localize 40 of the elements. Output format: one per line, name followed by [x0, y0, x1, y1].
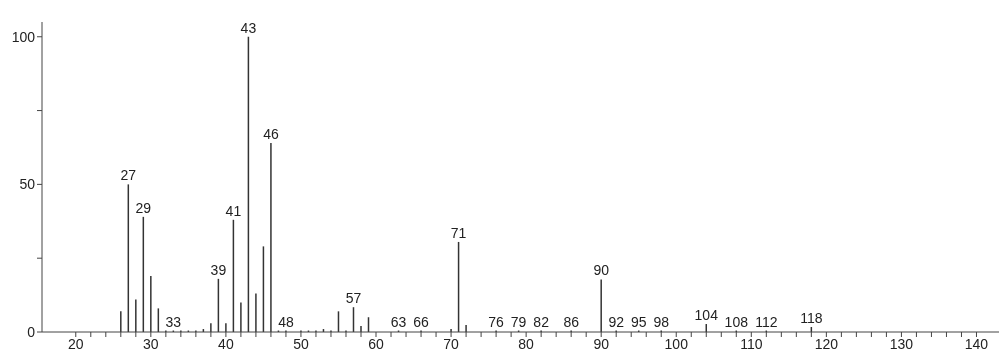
annotation: 95: [630, 313, 647, 330]
annotation: 66: [413, 313, 430, 330]
y-tick-label: 100: [11, 28, 36, 45]
annotation: 71: [450, 224, 467, 241]
annotation: 118: [800, 309, 823, 326]
annotation: 63: [390, 313, 407, 330]
x-tick-label: 60: [368, 335, 385, 352]
annotation: 48: [278, 313, 294, 330]
x-tick-label: 130: [889, 335, 914, 352]
annotation: 98: [653, 313, 670, 330]
x-tick-label: 20: [67, 335, 84, 352]
x-tick-label: 80: [518, 335, 535, 352]
annotation: 104: [694, 307, 719, 324]
annotation: 41: [225, 202, 242, 219]
x-tick-label: 100: [664, 335, 689, 352]
annotation: 33: [165, 313, 182, 330]
annotation: 43: [240, 19, 257, 36]
x-tick-label: 90: [593, 335, 610, 352]
annotation: 92: [608, 313, 625, 330]
x-tick-label: 70: [443, 335, 460, 352]
annotation: 39: [210, 261, 227, 278]
x-tick-label: 110: [740, 335, 763, 352]
annotation: 57: [345, 290, 362, 307]
y-tick-label: 50: [19, 176, 36, 193]
x-tick-label: 40: [218, 335, 234, 352]
y-tick-label: 0: [27, 323, 36, 340]
annotation: 90: [593, 262, 610, 279]
annotation: 46: [263, 126, 279, 143]
x-tick-label: 50: [293, 335, 309, 352]
annotation: 29: [135, 199, 152, 216]
x-tick-label: 30: [143, 335, 159, 352]
annotation: 108: [724, 313, 749, 330]
annotation: 112: [755, 313, 778, 330]
x-tick-label: 120: [814, 335, 839, 352]
x-tick-label: 140: [964, 335, 989, 352]
annotation: 82: [533, 313, 550, 330]
annotation: 86: [563, 313, 580, 330]
annotation: 79: [510, 313, 527, 330]
annotation: 76: [488, 313, 505, 330]
annotation: 27: [120, 167, 137, 184]
